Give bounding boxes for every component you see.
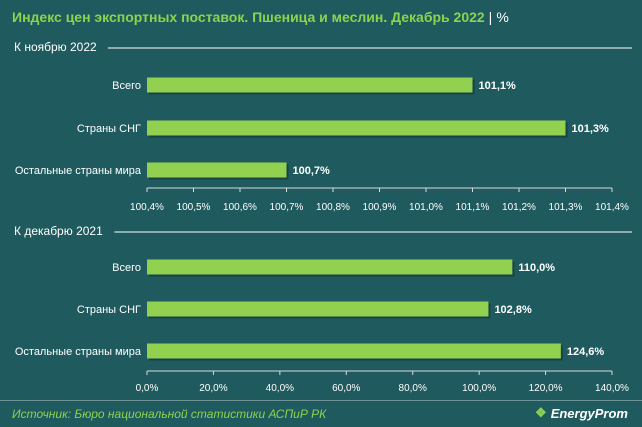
x-tick-label-1-4: 100,8% xyxy=(316,202,350,213)
bar-2-2 xyxy=(147,343,561,359)
category-label-2-1: Страны СНГ xyxy=(77,304,141,316)
x-tick-label-1-10: 101,4% xyxy=(595,202,629,213)
value-label-2-0: 110,0% xyxy=(518,262,555,274)
x-tick-label-1-1: 100,5% xyxy=(177,202,211,213)
x-tick-label-1-7: 101,1% xyxy=(456,202,490,213)
x-tick-label-1-5: 100,9% xyxy=(363,202,397,213)
value-label-2-2: 124,6% xyxy=(567,346,605,358)
category-label-1-0: Всего xyxy=(112,80,141,92)
value-label-1-1: 101,3% xyxy=(572,123,610,135)
chart-title-text: Индекс цен экспортных поставок. Пшеница … xyxy=(12,9,485,25)
brand-leaf-icon: ❖ xyxy=(535,405,547,420)
bar-2-1 xyxy=(147,301,489,317)
x-tick-label-1-0: 100,4% xyxy=(130,202,164,213)
bar-charts: К ноябрю 2022 100,4% 100,5% 100,6% 100,7% 100… xyxy=(14,40,632,394)
category-label-2-2: Остальные страны мира xyxy=(15,346,142,358)
source-note: Источник: Бюро национальной статистики А… xyxy=(12,407,327,421)
brand-logo: ❖ EnergyProm xyxy=(535,405,628,421)
bar-1-2 xyxy=(147,162,287,178)
x-tick-label-2-7: 140,0% xyxy=(595,383,629,394)
category-label-2-0: Всего xyxy=(112,262,141,274)
bar-2-0 xyxy=(147,259,513,275)
value-label-1-2: 100,7% xyxy=(293,165,331,177)
x-tick-label-2-0: 0,0% xyxy=(136,383,159,394)
x-tick-label-1-2: 100,6% xyxy=(223,202,257,213)
chart-title: Индекс цен экспортных поставок. Пшеница … xyxy=(12,9,632,25)
footer-divider xyxy=(0,400,642,401)
x-tick-label-1-3: 100,7% xyxy=(270,202,304,213)
x-tick-label-2-3: 60,0% xyxy=(332,383,360,394)
x-tick-label-1-6: 101,0% xyxy=(409,202,443,213)
category-label-1-1: Страны СНГ xyxy=(77,123,141,135)
x-tick-label-2-1: 20,0% xyxy=(199,383,227,394)
section-2-title: К декабрю 2021 xyxy=(14,224,103,238)
section-1-title: К ноябрю 2022 xyxy=(14,40,97,54)
category-label-1-2: Остальные страны мира xyxy=(15,165,142,177)
brand-name: EnergyProm xyxy=(550,405,628,421)
x-tick-label-2-4: 80,0% xyxy=(399,383,427,394)
title-separator: | xyxy=(488,9,493,25)
bar-1-1 xyxy=(147,120,566,136)
x-tick-label-2-5: 100,0% xyxy=(462,383,496,394)
x-tick-label-1-9: 101,3% xyxy=(549,202,583,213)
value-label-2-1: 102,8% xyxy=(494,304,532,316)
bar-1-0 xyxy=(147,77,473,93)
value-label-1-0: 101,1% xyxy=(479,80,517,92)
title-unit: % xyxy=(496,9,509,25)
x-tick-label-2-2: 40,0% xyxy=(266,383,294,394)
x-tick-label-1-8: 101,2% xyxy=(502,202,536,213)
x-tick-label-2-6: 120,0% xyxy=(529,383,563,394)
